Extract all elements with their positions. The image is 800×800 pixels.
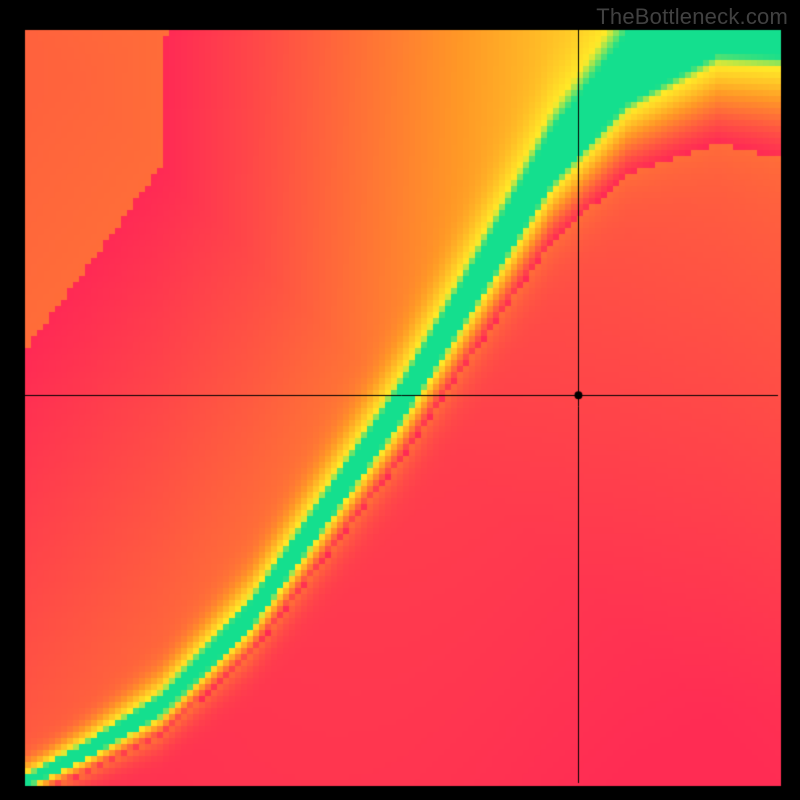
bottleneck-heatmap-canvas <box>0 0 800 800</box>
bottleneck-heatmap-container: { "watermark": "TheBottleneck.com", "wat… <box>0 0 800 800</box>
watermark-text: TheBottleneck.com <box>596 4 788 30</box>
